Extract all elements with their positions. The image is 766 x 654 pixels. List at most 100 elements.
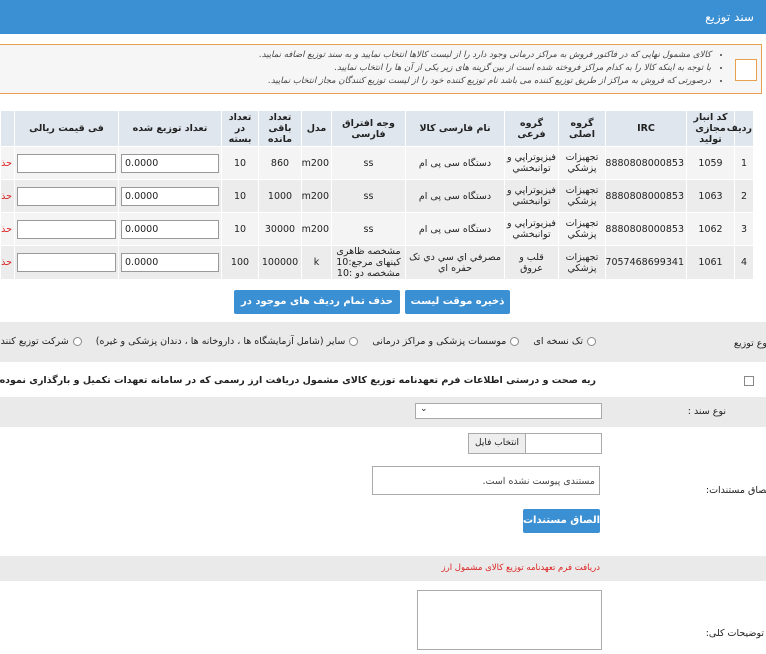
quantity-input[interactable]: 0.0000 [121, 186, 219, 206]
column-header [0, 110, 15, 147]
cell: m200 [301, 146, 332, 180]
distribution-label: نوع توزیع [733, 338, 766, 349]
radio-label: تک نسخه ای [533, 336, 583, 347]
cell[interactable]: حذف [0, 146, 15, 180]
price-input[interactable] [17, 219, 116, 239]
attach-button[interactable]: الصاق مستندات [523, 509, 600, 533]
cell[interactable]: حذف [0, 245, 15, 280]
confirmation-text: ریه صحت و درستی اطلاعات فرم تعهدنامه توز… [0, 375, 596, 386]
cell[interactable]: حذف [0, 179, 15, 213]
cell: 3 [734, 212, 754, 246]
cell: ss [331, 212, 406, 246]
document-type-select[interactable]: ⌄ [415, 403, 602, 419]
cell: k [301, 245, 332, 280]
notice-list: کالای مشمول نهایی که در فاکتور فروش به م… [0, 49, 723, 88]
cell: 0.0000 [118, 146, 222, 180]
column-header: گروه فرعی [504, 110, 559, 147]
cell: 1061 [686, 245, 735, 280]
radio-button[interactable] [72, 337, 82, 346]
radio-option[interactable]: شرکت توزیع کننده [0, 336, 82, 347]
cell: فيزيوتراپي و توانبخشي [504, 212, 559, 246]
radio-label: سایر (شامل آزمایشگاه ها ، داروخانه ها ، … [95, 336, 346, 347]
cell[interactable]: حذف [0, 212, 15, 246]
page-title: سند توزیع [705, 10, 754, 24]
cell: 10 [221, 212, 259, 246]
cell: 10 [221, 146, 259, 180]
cell: مصرفي اي سي دي تک حفره اي [405, 245, 505, 280]
notice-item: با توجه به اینکه کالا را به کدام مراکز ف… [0, 62, 711, 75]
column-header: فی قیمت ریالی [14, 110, 119, 147]
commitment-row [0, 556, 766, 581]
cell: 9217057468699341 [605, 245, 687, 280]
cell: 1000 [258, 179, 302, 213]
column-header: کد انبار مجازی تولید [686, 110, 735, 147]
column-header: وجه افتراق فارسی [331, 110, 406, 147]
cell: 2 [734, 179, 754, 213]
cell: قلب و عروق [504, 245, 559, 280]
cell: 1488880808000853 [605, 179, 687, 213]
cell: 1488880808000853 [605, 212, 687, 246]
cell: تجهيزات پزشكي [558, 146, 606, 180]
cell: مشخصه ظاهری کینهای مرجع:10 مشخصه دو :10 [331, 245, 406, 280]
header-bar: سند توزیع [0, 0, 766, 34]
radio-option[interactable]: تک نسخه ای [533, 336, 596, 347]
cell: ss [331, 146, 406, 180]
cell: m200 [301, 212, 332, 246]
cell [14, 179, 119, 213]
column-header: گروه اصلی [558, 110, 606, 147]
description-label: توضیحات کلی: [705, 628, 764, 639]
distribution-row [0, 322, 766, 362]
radio-label: موسسات پزشکی و مراکز درمانی [372, 336, 507, 347]
radio-button[interactable] [349, 337, 359, 346]
cell: m200 [301, 179, 332, 213]
cell: فيزيوتراپي و توانبخشي [504, 179, 559, 213]
cell: دستگاه سی پی ام [405, 212, 505, 246]
radio-button[interactable] [510, 337, 520, 346]
book-icon [735, 59, 757, 81]
file-name-box [525, 433, 602, 454]
cell: 1062 [686, 212, 735, 246]
table-row: 310621488880808000853تجهيزات پزشكيفيزيوت… [0, 212, 754, 246]
cell: 4 [734, 245, 754, 280]
price-input[interactable] [17, 186, 116, 206]
column-header: تعداد در بسته [221, 110, 259, 147]
cell: 100000 [258, 245, 302, 280]
cell: تجهيزات پزشكي [558, 212, 606, 246]
cell: 1063 [686, 179, 735, 213]
confirm-checkbox[interactable] [744, 376, 754, 386]
radio-option[interactable]: موسسات پزشکی و مراکز درمانی [372, 336, 520, 347]
document-type-row [0, 397, 766, 427]
cell: 1 [734, 146, 754, 180]
notice-item: درصورتی که فروش به مراکز از طریق توزیع ک… [0, 75, 711, 88]
cell: 30000 [258, 212, 302, 246]
price-input[interactable] [17, 253, 116, 272]
delete-all-button[interactable]: حذف تمام ردیف های موجود در این سند [234, 290, 400, 331]
column-header: تعداد باقی مانده [258, 110, 302, 147]
commitment-link[interactable]: دریافت فرم تعهدنامه توزیع کالای مشمول ار… [441, 563, 600, 573]
quantity-input[interactable]: 0.0000 [121, 253, 219, 272]
radio-option[interactable]: سایر (شامل آزمایشگاه ها ، داروخانه ها ، … [96, 336, 359, 347]
notice-box: کالای مشمول نهایی که در فاکتور فروش به م… [0, 44, 762, 94]
cell [14, 245, 119, 280]
cell: فيزيوتراپي و توانبخشي [504, 146, 559, 180]
cell [14, 146, 119, 180]
cell: دستگاه سی پی ام [405, 179, 505, 213]
column-header: تعداد توزیع شده [118, 110, 222, 147]
notice-item: کالای مشمول نهایی که در فاکتور فروش به م… [0, 49, 711, 62]
cell [14, 212, 119, 246]
cell: 0.0000 [118, 179, 222, 213]
price-input[interactable] [17, 153, 116, 173]
cell: 0.0000 [118, 245, 222, 280]
quantity-input[interactable]: 0.0000 [121, 219, 219, 239]
column-header: مدل [301, 110, 332, 147]
cell: 100 [221, 245, 259, 280]
choose-file-button[interactable]: انتخاب فایل [468, 433, 526, 454]
cell: 1059 [686, 146, 735, 180]
cell: 0.0000 [118, 212, 222, 246]
radio-button[interactable] [587, 337, 596, 346]
save-button[interactable]: ذخیره موقت لیست کالا [405, 290, 510, 331]
quantity-input[interactable]: 0.0000 [121, 153, 219, 173]
description-textarea[interactable] [417, 590, 602, 650]
